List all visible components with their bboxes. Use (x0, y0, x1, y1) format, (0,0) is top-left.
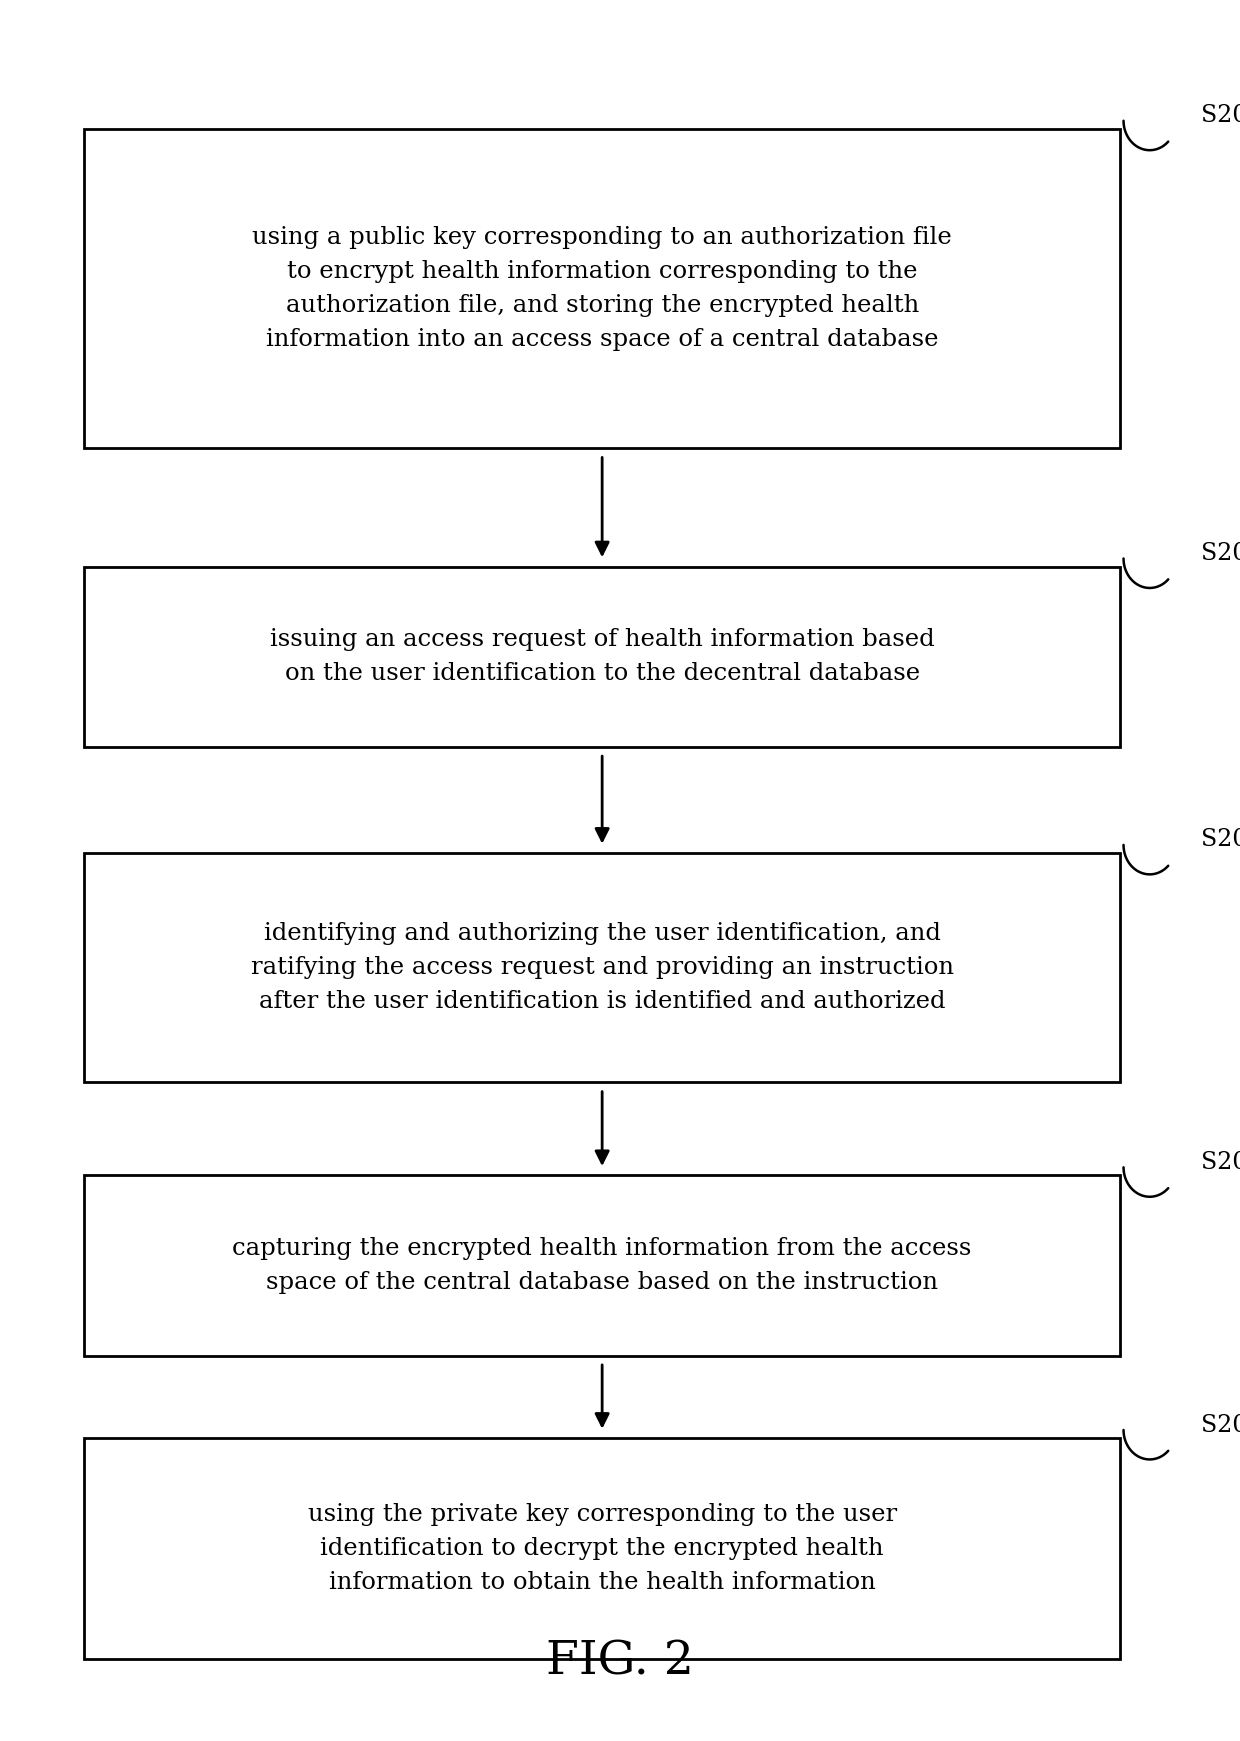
Text: capturing the encrypted health information from the access
space of the central : capturing the encrypted health informati… (232, 1238, 972, 1294)
Text: S205: S205 (1200, 1414, 1240, 1436)
Bar (84, 853, 1120, 1083)
Text: S201: S201 (1200, 104, 1240, 127)
Bar (84, 1175, 1120, 1356)
Text: using a public key corresponding to an authorization file
to encrypt health info: using a public key corresponding to an a… (252, 226, 952, 350)
Text: S204: S204 (1200, 1151, 1240, 1173)
Text: S202: S202 (1200, 541, 1240, 566)
Text: identifying and authorizing the user identification, and
ratifying the access re: identifying and authorizing the user ide… (250, 923, 954, 1013)
Text: FIG. 2: FIG. 2 (546, 1640, 694, 1685)
Text: S203: S203 (1200, 829, 1240, 851)
Bar (84, 1438, 1120, 1659)
Text: using the private key corresponding to the user
identification to decrypt the en: using the private key corresponding to t… (308, 1502, 897, 1595)
Bar (84, 568, 1120, 747)
Text: issuing an access request of health information based
on the user identification: issuing an access request of health info… (270, 629, 935, 686)
Bar (84, 129, 1120, 447)
